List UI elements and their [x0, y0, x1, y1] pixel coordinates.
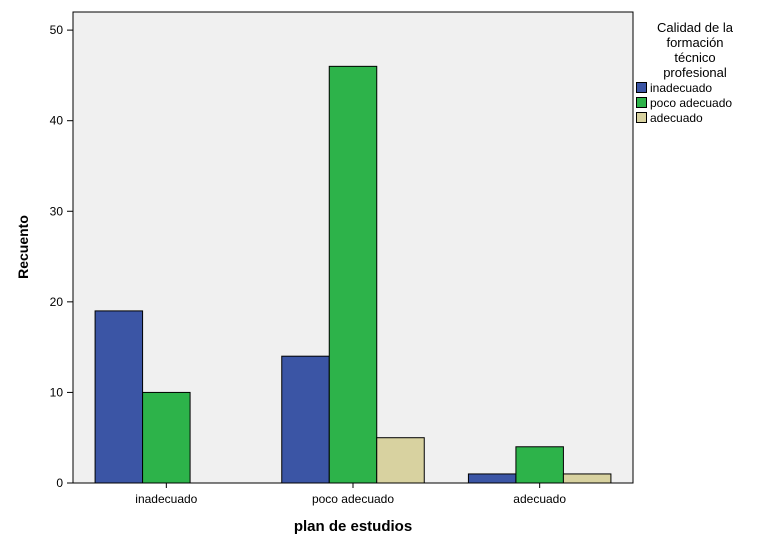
bar	[376, 437, 425, 484]
bar	[467, 473, 517, 484]
y-tick-label: 0	[56, 476, 63, 490]
bar	[328, 65, 378, 484]
legend-swatch	[636, 112, 647, 123]
legend-item: inadecuado	[636, 80, 758, 95]
legend-item: adecuado	[636, 110, 758, 125]
y-tick-label: 50	[50, 23, 64, 37]
legend-swatch	[636, 82, 647, 93]
x-tick-label: inadecuado	[135, 492, 197, 506]
x-tick-label: adecuado	[513, 492, 566, 506]
y-tick-label: 40	[50, 114, 64, 128]
legend-items: inadecuado poco adecuado adecuado	[636, 80, 758, 125]
y-tick-label: 20	[50, 295, 64, 309]
legend: Calidad de la formación técnico profesio…	[636, 20, 758, 125]
y-tick-label: 30	[50, 204, 64, 218]
legend-label: inadecuado	[650, 80, 713, 95]
x-axis-title: plan de estudios	[294, 518, 412, 535]
bar	[562, 473, 612, 484]
legend-title: Calidad de la formación técnico profesio…	[657, 20, 733, 80]
x-tick-label: poco adecuado	[312, 492, 394, 506]
bar	[515, 446, 564, 484]
legend-label: poco adecuado	[650, 95, 733, 110]
bar	[94, 310, 144, 484]
y-tick-label: 10	[50, 385, 64, 399]
bar	[281, 355, 330, 484]
legend-label: adecuado	[650, 110, 703, 125]
legend-item: poco adecuado	[636, 95, 758, 110]
x-axis: inadecuado poco adecuado adecuado	[135, 483, 566, 506]
bars	[94, 65, 612, 484]
legend-swatch	[636, 97, 647, 108]
y-axis: 0 10 20 30 40 50	[50, 23, 73, 490]
y-axis-title: Recuento	[15, 215, 31, 279]
bar	[142, 391, 191, 484]
